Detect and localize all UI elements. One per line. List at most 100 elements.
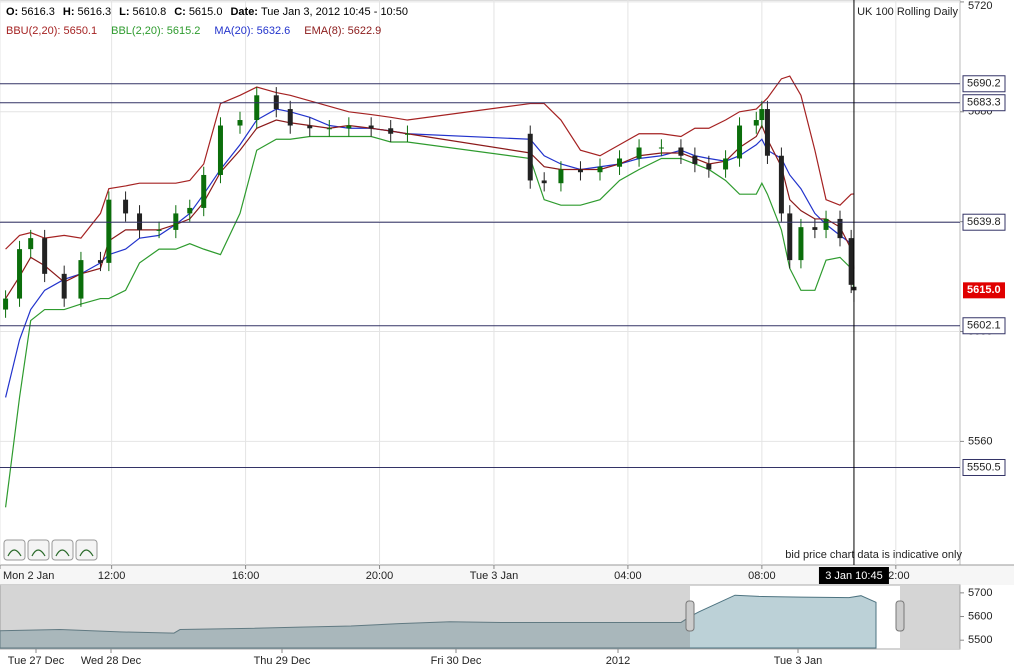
x-tick-label: Tue 3 Jan xyxy=(470,570,519,582)
candle-body xyxy=(287,109,293,126)
x-tick-label: 12:00 xyxy=(98,570,126,582)
candle-body xyxy=(123,199,129,214)
nav-x-tick-label: Tue 27 Dec xyxy=(8,655,65,667)
candle-body xyxy=(527,133,533,181)
candle-body xyxy=(658,147,664,149)
candle-body xyxy=(706,163,712,170)
ohlc-header: O: 5616.3 H: 5616.3 L: 5610.8 C: 5615.0 Date: Tue… xyxy=(6,6,408,18)
nav-x-tick-label: Thu 29 Dec xyxy=(254,655,311,667)
level-label: 5690.2 xyxy=(967,78,1001,90)
header-item: C: 5615.0 xyxy=(174,6,222,18)
y-tick-label: 5720 xyxy=(968,0,992,12)
candle-body xyxy=(678,147,684,156)
plot-area xyxy=(0,0,961,566)
candle-body xyxy=(388,128,394,134)
disclaimer: bid price chart data is indicative only xyxy=(785,549,962,561)
header-value: Tue Jan 3, 2012 10:45 - 10:50 xyxy=(260,6,408,18)
nav-x-tick-label: Fri 30 Dec xyxy=(431,655,482,667)
candle-body xyxy=(273,95,279,110)
candle-body xyxy=(597,166,603,173)
candle-body xyxy=(173,213,179,230)
x-tick-label: 20:00 xyxy=(366,570,394,582)
candle-body xyxy=(723,158,729,170)
header-value: 5616.3 xyxy=(77,6,112,18)
header-label: Date: xyxy=(230,6,258,18)
candle-body xyxy=(823,218,829,230)
candle-body xyxy=(404,133,410,135)
header-value: 5610.8 xyxy=(132,6,167,18)
tool-icon xyxy=(55,549,70,557)
candle-body xyxy=(812,227,818,230)
candle-body xyxy=(787,213,793,261)
candle-body xyxy=(636,147,642,159)
candle-body xyxy=(3,298,9,310)
navigator-mask xyxy=(900,586,960,648)
candle-body xyxy=(307,125,313,129)
candle-body xyxy=(17,249,23,299)
tool-icon xyxy=(7,549,22,557)
level-tag xyxy=(962,458,1006,476)
level-label: 5550.5 xyxy=(967,461,1001,473)
x-tick-label: 04:00 xyxy=(614,570,642,582)
candle-body xyxy=(368,125,374,129)
candle-body xyxy=(764,109,770,156)
navigator-handle[interactable] xyxy=(895,600,905,632)
header-value: 5615.0 xyxy=(188,6,223,18)
header-label: H: xyxy=(62,6,75,18)
level-label: 5602.1 xyxy=(967,320,1001,332)
legend-entry: BBU(2,20): 5650.1 xyxy=(6,25,98,37)
navigator-mask xyxy=(0,586,690,648)
level-tag xyxy=(962,213,1006,231)
candle-body xyxy=(326,128,332,130)
candle-body xyxy=(217,125,223,175)
candle-body xyxy=(42,238,48,274)
level-tag xyxy=(962,317,1006,335)
y-tick-label: 5560 xyxy=(968,435,992,447)
candle-body xyxy=(28,238,34,250)
x-axis-strip xyxy=(0,565,1014,585)
header-item: O: 5616.3 xyxy=(6,6,55,18)
nav-x-tick-label: Tue 3 Jan xyxy=(774,655,823,667)
candle-body xyxy=(237,120,243,126)
level-label: 5639.8 xyxy=(967,216,1001,228)
nav-y-tick-label: 5700 xyxy=(968,587,992,599)
nav-x-tick-label: Wed 28 Dec xyxy=(81,655,142,667)
candle-body xyxy=(346,125,352,129)
x-tick-label: 16:00 xyxy=(232,570,260,582)
nav-y-tick-label: 5600 xyxy=(968,610,992,622)
chart-title: UK 100 Rolling Daily xyxy=(857,6,958,18)
candle-body xyxy=(97,260,103,263)
header-label: C: xyxy=(174,6,186,18)
candle-body xyxy=(541,180,547,184)
indicator-line xyxy=(5,75,855,250)
x-tick-label: 08:00 xyxy=(748,570,776,582)
candle-body xyxy=(798,227,804,261)
candle-body xyxy=(737,125,743,159)
level-label: 5683.3 xyxy=(967,97,1001,109)
candle-body xyxy=(106,199,112,263)
crosshair-tag xyxy=(818,567,889,584)
candle-body xyxy=(254,95,260,121)
x-tick-label: Mon 2 Jan xyxy=(3,570,54,582)
candle-body xyxy=(156,229,162,231)
candle-body xyxy=(753,120,759,126)
candle-body xyxy=(137,213,143,230)
level-tag xyxy=(962,75,1006,93)
level-tag xyxy=(962,94,1006,112)
header-label: O: xyxy=(6,6,19,18)
tool-icon xyxy=(31,549,46,557)
navigator-handle[interactable] xyxy=(685,600,695,632)
legend-entry: MA(20): 5632.6 xyxy=(214,25,291,37)
candle-body xyxy=(577,169,583,173)
candle-body xyxy=(558,169,564,184)
header-item: L: 5610.8 xyxy=(119,6,166,18)
candle-body xyxy=(187,207,193,214)
header-value: 5616.3 xyxy=(21,6,55,18)
legend-entry: BBL(2,20): 5615.2 xyxy=(111,25,201,37)
candle-body xyxy=(837,218,843,239)
header-item: H: 5616.3 xyxy=(63,6,111,18)
candle-body xyxy=(692,155,698,164)
header-item: Date: Tue Jan 3, 2012 10:45 - 10:50 xyxy=(230,6,408,18)
